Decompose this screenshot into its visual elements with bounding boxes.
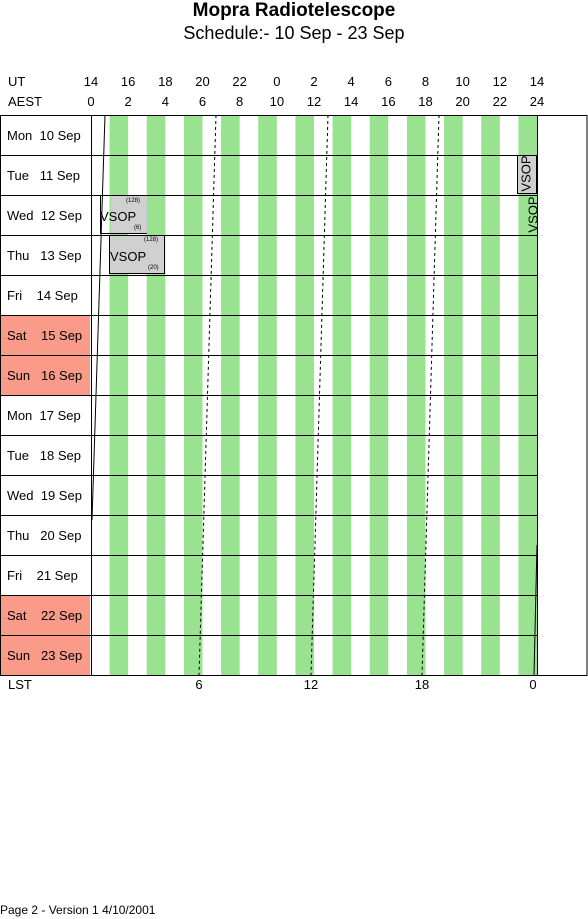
day-row-label: Fri 14 Sep (7, 288, 78, 303)
aest-tick-label: 14 (343, 94, 359, 109)
ut-tick-label: 6 (384, 74, 392, 89)
booking-vsop-wed[interactable]: VSOP (128) (6) (100, 195, 147, 234)
lst-tick-label: 6 (195, 677, 203, 692)
aest-tick-label: 8 (236, 94, 244, 109)
lst-tick-label: 0 (529, 677, 537, 692)
aest-tick-label: 12 (306, 94, 322, 109)
lst-zero-line (533, 544, 538, 676)
day-row-label: Wed 19 Sep (7, 488, 82, 503)
lst-axis-label: LST (8, 677, 32, 692)
aest-tick-label: 22 (492, 94, 508, 109)
booking-vsop-thu[interactable]: VSOP (128) (20) (109, 235, 165, 274)
day-row-label: Thu 20 Sep (7, 528, 82, 543)
aest-axis-label: AEST (8, 94, 42, 109)
booking-code-bottom: (6) (134, 225, 142, 231)
ut-tick-label: 14 (83, 74, 99, 89)
booking-code-top: (128) (144, 237, 159, 243)
ut-tick-label: 12 (492, 74, 508, 89)
aest-tick-label: 24 (529, 94, 545, 109)
day-row-label: Mon 10 Sep (7, 128, 81, 143)
day-row-label: Sun 16 Sep (1, 356, 90, 395)
ut-tick-label: 22 (232, 74, 247, 89)
ut-tick-label: 4 (347, 74, 355, 89)
aest-tick-label: 16 (381, 94, 396, 109)
page-footer: Page 2 - Version 1 4/10/2001 (0, 903, 156, 917)
ut-tick-label: 14 (529, 74, 545, 89)
day-row-label: Sat 15 Sep (1, 316, 90, 355)
booking-vsop-wed-late[interactable]: VSOP (526, 195, 541, 234)
day-row-label: Tue 11 Sep (7, 168, 80, 183)
ut-tick-label: 16 (120, 74, 136, 89)
sunrise-line (91, 114, 106, 521)
ut-tick-label: 20 (195, 74, 210, 89)
day-row-label: Fri 21 Sep (7, 568, 78, 583)
day-row-label: Mon 17 Sep (7, 408, 81, 423)
aest-tick-label: 4 (161, 94, 169, 109)
lst-tick-label: 12 (303, 677, 319, 692)
aest-tick-label: 20 (455, 94, 470, 109)
ut-tick-label: 8 (421, 74, 430, 89)
ut-tick-label: 18 (158, 74, 173, 89)
booking-name: VSOP (525, 196, 541, 233)
lst-tick-label: 18 (414, 677, 430, 692)
booking-code-bottom: (20) (148, 265, 159, 271)
ut-tick-label: 2 (310, 74, 318, 89)
aest-tick-label: 6 (198, 94, 207, 109)
page-subtitle: Schedule:- 10 Sep - 23 Sep (183, 23, 405, 43)
day-row-label: Wed 12 Sep (7, 208, 82, 223)
day-row-label: Tue 18 Sep (7, 448, 81, 463)
day-row-label: Thu 13 Sep (7, 248, 82, 263)
booking-name: VSOP (110, 249, 147, 264)
aest-tick-label: 2 (124, 94, 132, 109)
booking-name: VSOP (100, 209, 137, 224)
aest-tick-label: 18 (418, 94, 433, 109)
page-title: Mopra Radiotelescope (192, 0, 396, 21)
booking-name: VSOP (518, 155, 534, 192)
day-row-label: Sat 22 Sep (1, 596, 90, 635)
booking-code-top: (128) (126, 198, 141, 204)
ut-tick-label: 0 (273, 74, 281, 89)
booking-vsop-tue[interactable]: VSOP (517, 155, 537, 194)
aest-tick-label: 0 (87, 94, 95, 109)
aest-tick-label: 10 (269, 94, 285, 109)
day-row-label: Sun 23 Sep (1, 636, 90, 675)
ut-axis-label: UT (8, 74, 26, 89)
ut-tick-label: 10 (455, 74, 470, 89)
